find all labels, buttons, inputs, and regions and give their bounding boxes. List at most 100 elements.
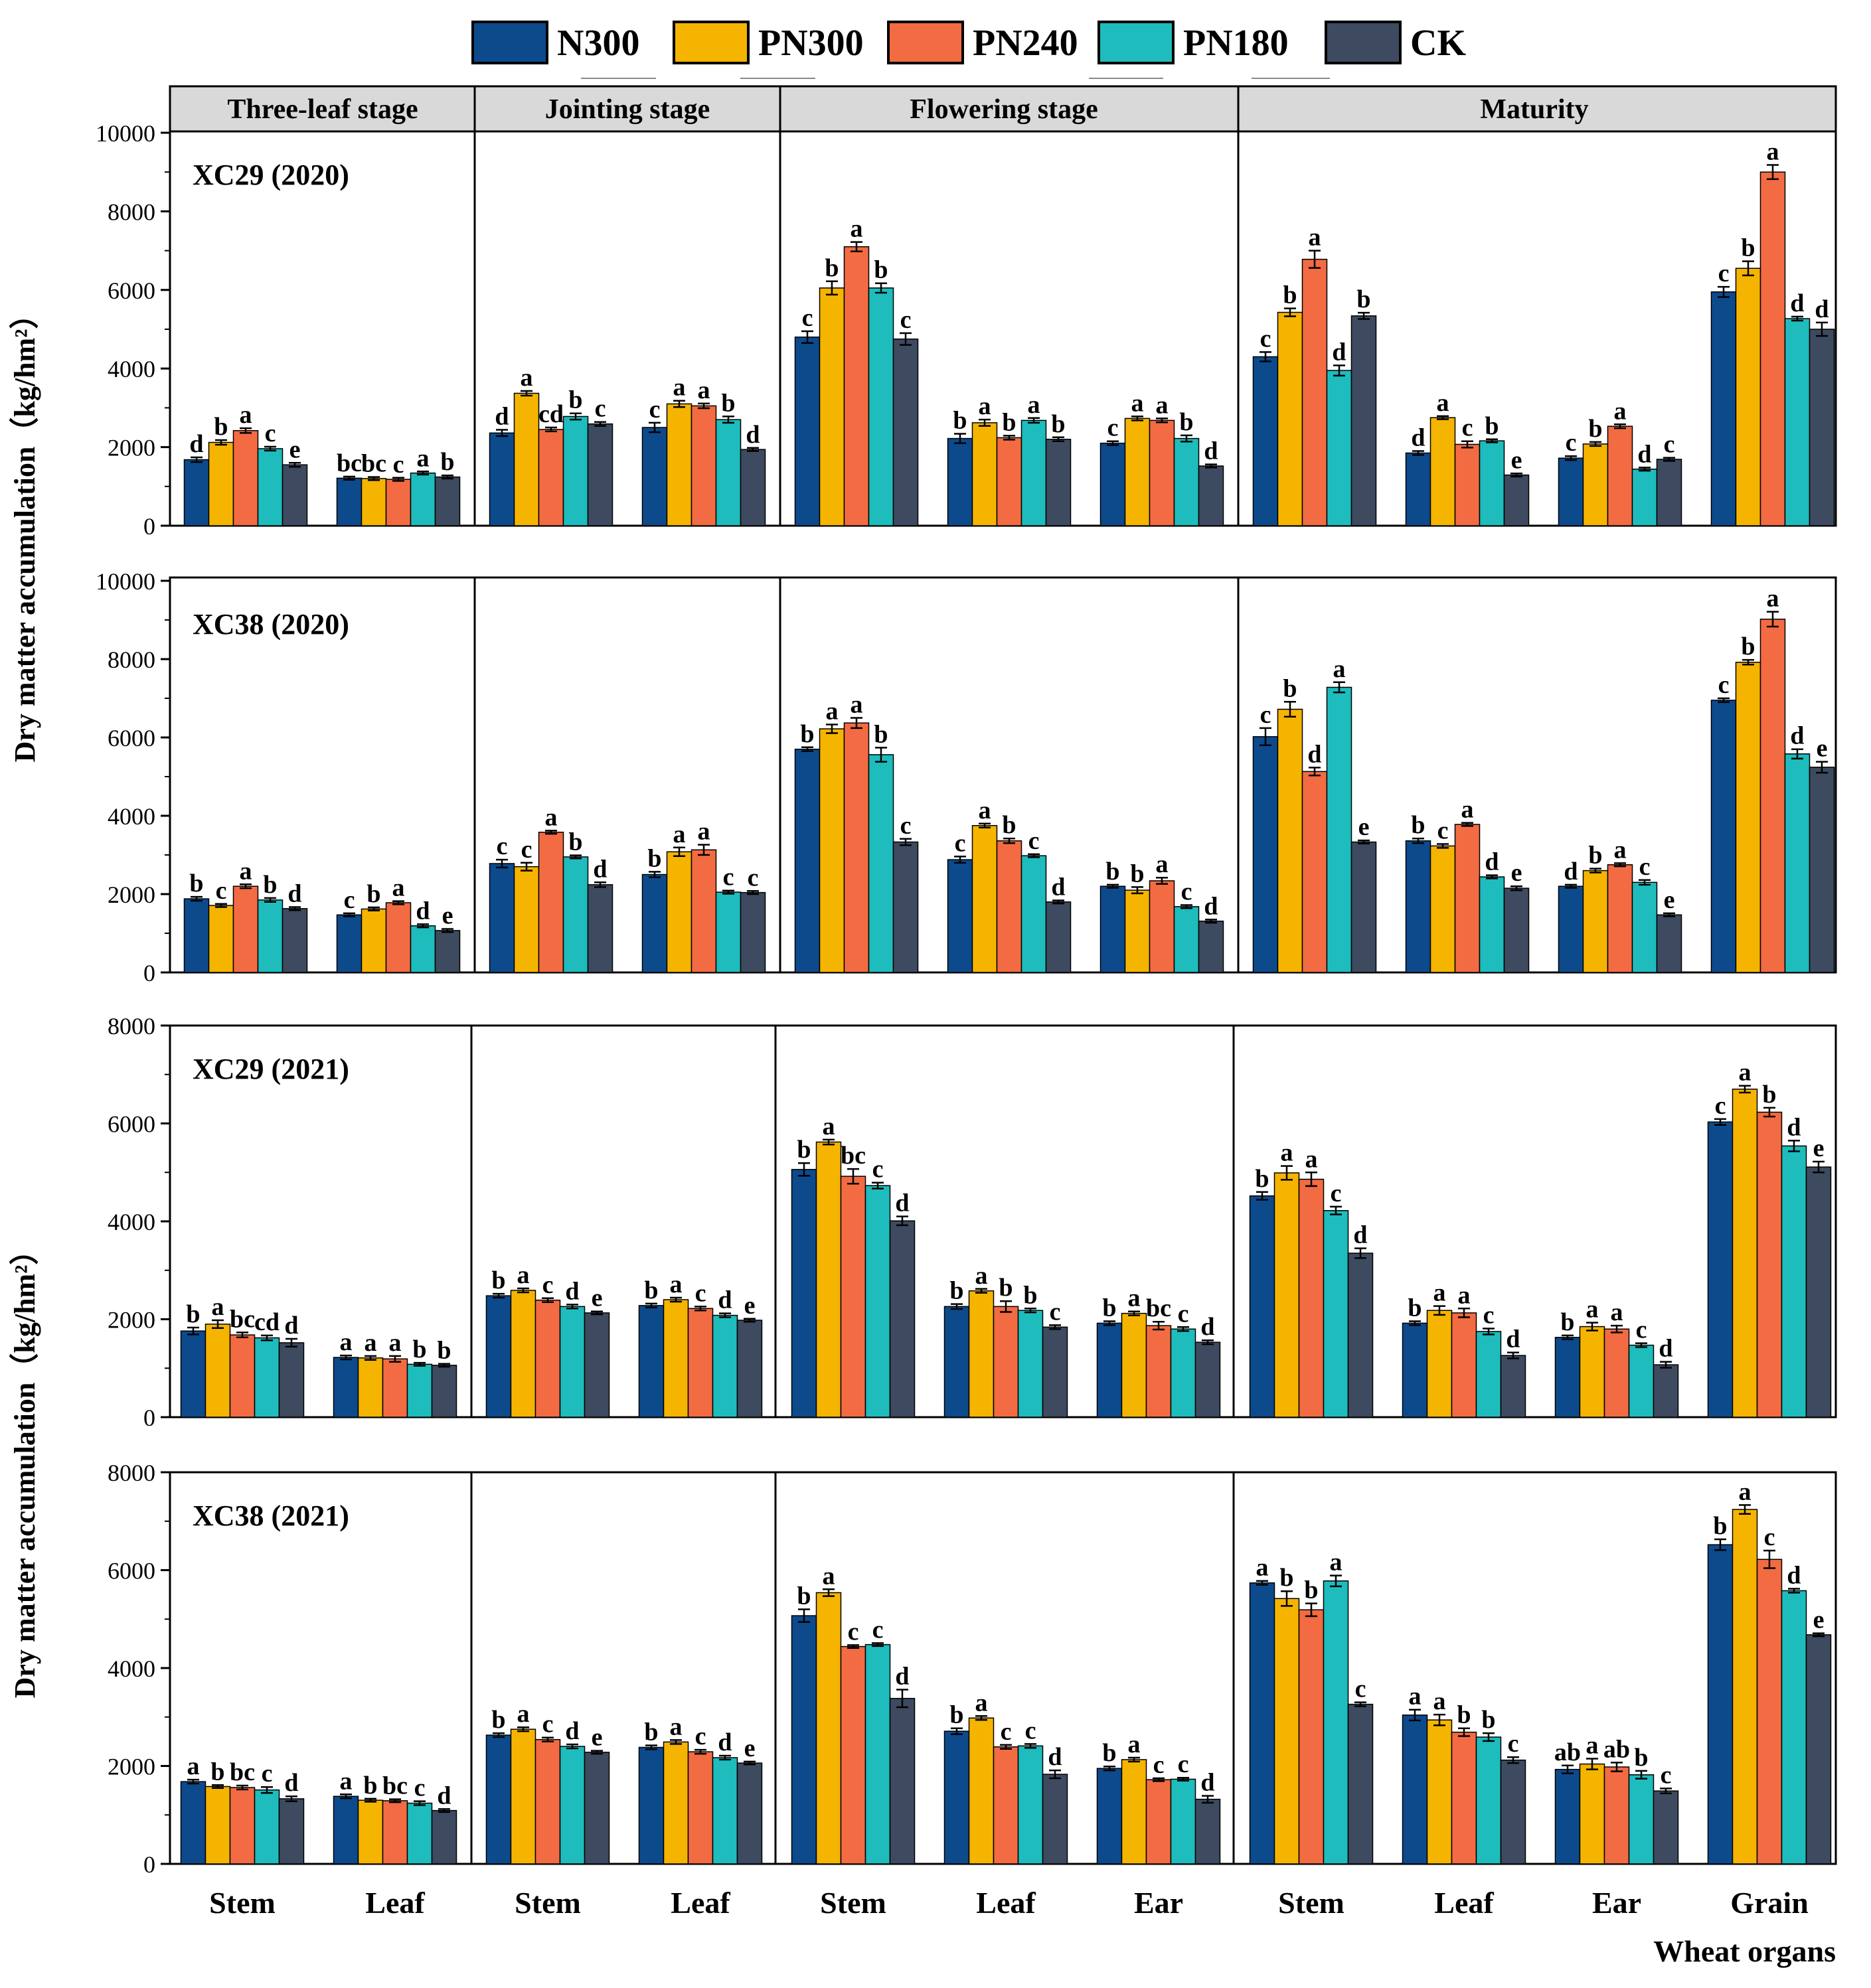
bar-n300-leaf: [1402, 1322, 1428, 1418]
significance-letter: c: [1050, 1298, 1061, 1326]
bar-n300-stem: [180, 1330, 206, 1418]
bar-pn180-stem: [559, 1306, 586, 1418]
bar-pn240-grain: [1759, 619, 1786, 973]
bar-ck-grain: [1805, 1166, 1832, 1418]
bar-pn300-grain: [1732, 1089, 1758, 1418]
x-tick-label-ear: Ear: [1134, 1886, 1183, 1920]
significance-letter: c: [1153, 1751, 1165, 1779]
significance-letter: c: [595, 395, 606, 423]
significance-letter: c: [1260, 701, 1271, 729]
x-tick-label-leaf: Leaf: [1434, 1886, 1494, 1920]
bar-n300-stem: [489, 432, 515, 526]
bar-pn300-stem: [513, 392, 540, 526]
significance-letter: a: [975, 1689, 988, 1717]
bar-pn240-grain: [1756, 1111, 1783, 1418]
significance-letter: a: [851, 215, 863, 243]
significance-letter: b: [721, 389, 735, 417]
bar-pn240-stem: [538, 832, 564, 973]
y-tick-label: 8000: [108, 647, 155, 673]
bar-pn180-grain: [1781, 1590, 1807, 1865]
significance-letter: b: [1102, 1294, 1116, 1322]
bar-pn180-stem: [254, 1337, 280, 1418]
bar-ck-stem: [282, 464, 308, 526]
bar-pn300-leaf: [968, 1290, 995, 1418]
bar-ck-leaf: [1500, 1355, 1526, 1418]
bar-pn300-stem: [815, 1141, 842, 1418]
significance-letter: a: [1156, 850, 1169, 878]
significance-letter: c: [695, 1279, 706, 1307]
significance-letter: a: [1409, 1683, 1422, 1711]
bar-ck-stem: [889, 1697, 916, 1865]
bar-n300-ear: [1096, 1322, 1123, 1418]
bar-pn300-leaf: [971, 825, 998, 973]
significance-letter: c: [1764, 1523, 1775, 1551]
significance-letter: c: [1437, 816, 1449, 844]
x-tick-label-stem: Stem: [209, 1886, 276, 1920]
bar-ck-leaf: [434, 930, 461, 973]
bar-pn240-leaf: [1454, 443, 1481, 526]
significance-letter: b: [491, 1706, 505, 1734]
significance-letter: b: [263, 871, 277, 899]
significance-letter: b: [366, 880, 380, 908]
bar-pn240-ear: [1145, 1779, 1172, 1865]
significance-letter: d: [1204, 892, 1218, 920]
y-tick-label: 2000: [108, 881, 155, 908]
significance-letter: d: [746, 421, 760, 449]
significance-letter: e: [1817, 735, 1828, 763]
significance-letter: c: [1355, 1675, 1366, 1703]
legend-label-pn180: PN180: [1183, 23, 1289, 64]
significance-letter: a: [670, 1270, 683, 1298]
bar-ck-ear: [1653, 1790, 1679, 1865]
significance-letter: a: [1256, 1554, 1269, 1582]
x-axis-labels: Stem Leaf Stem Leaf Stem Leaf Ear Stem Leaf Ear Gr…: [209, 1886, 1809, 1920]
significance-letter: d: [1787, 1562, 1801, 1590]
bar-pn180-ear: [1170, 1328, 1196, 1418]
legend-label-pn300: PN300: [758, 23, 864, 64]
significance-letter: c: [848, 1618, 859, 1645]
significance-letter: bc: [382, 1772, 408, 1800]
bar-pn240-leaf: [1454, 824, 1481, 973]
bar-n300-stem: [183, 898, 210, 973]
significance-letter: a: [1281, 1139, 1293, 1167]
significance-letter: a: [1128, 1730, 1141, 1758]
bar-ck-stem: [1350, 841, 1377, 973]
bar-ck-stem: [892, 841, 919, 973]
significance-letter: e: [1511, 859, 1522, 887]
bar-n300-leaf: [641, 874, 668, 973]
legend-swatch-pn240: [887, 21, 964, 64]
significance-letter: d: [593, 855, 607, 883]
bar-pn240-leaf: [993, 1746, 1019, 1865]
significance-letter: c: [900, 306, 912, 334]
significance-letter: a: [1131, 389, 1144, 417]
significance-letter: e: [289, 435, 301, 463]
significance-letter: a: [1028, 391, 1040, 419]
bar-pn180-ear: [1173, 906, 1200, 973]
significance-letter: b: [1481, 1706, 1495, 1734]
significance-letter: d: [1332, 338, 1346, 366]
bar-pn240-stem: [843, 722, 870, 973]
bar-ck-stem: [889, 1220, 916, 1418]
bar-ck-stem: [278, 1798, 305, 1865]
significance-letter: d: [1790, 289, 1804, 317]
significance-letter: d: [284, 1769, 298, 1797]
bar-pn180-leaf: [715, 419, 742, 526]
significance-letter: a: [365, 1329, 377, 1357]
bar-ck-stem: [278, 1342, 305, 1418]
bar-pn240-stem: [538, 429, 564, 526]
bar-pn240-leaf: [1451, 1312, 1477, 1418]
significance-letter: b: [1411, 811, 1425, 839]
significance-letter: a: [975, 1262, 988, 1290]
bar-pn240-leaf: [687, 1751, 714, 1865]
significance-letter: a: [1433, 1279, 1446, 1307]
bar-ck-leaf: [431, 1809, 457, 1865]
y-tick-label: 8000: [108, 1460, 155, 1486]
stage-label-three-leaf-stage: Three-leaf stage: [227, 94, 418, 125]
significance-letter: a: [698, 818, 710, 846]
significance-letter: a: [212, 1293, 224, 1321]
significance-letter: b: [644, 1276, 658, 1304]
bar-pn180-leaf: [715, 891, 742, 973]
bar-pn300-grain: [1735, 661, 1761, 973]
significance-letter: d: [895, 1662, 909, 1690]
significance-letter: cd: [538, 400, 564, 428]
